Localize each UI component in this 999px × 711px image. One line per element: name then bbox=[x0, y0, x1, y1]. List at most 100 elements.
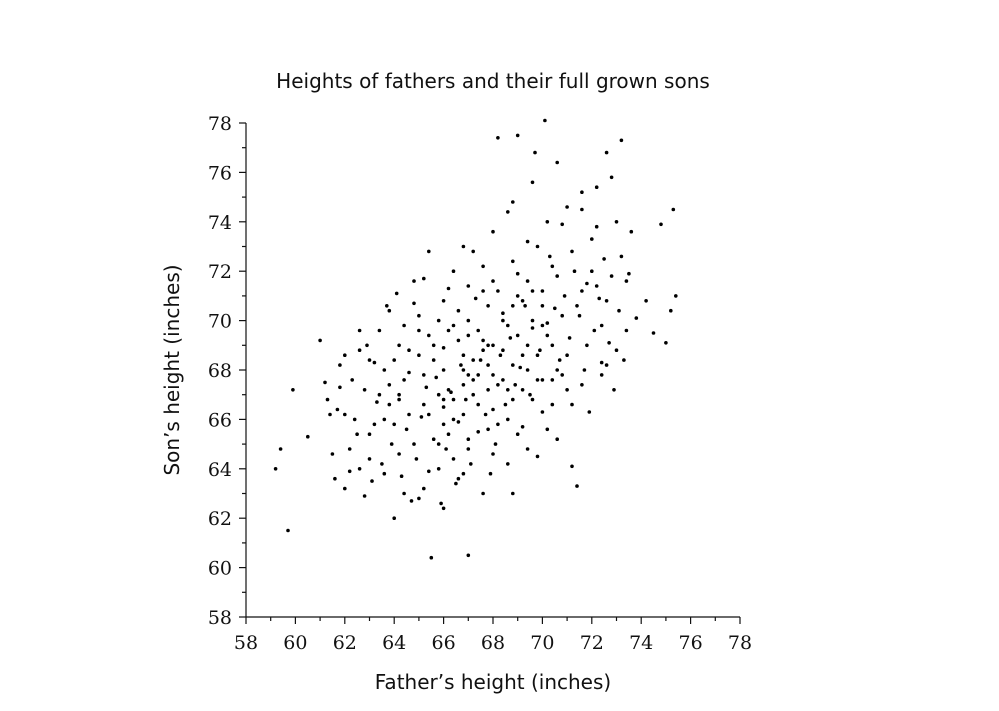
data-point bbox=[624, 328, 629, 333]
data-point bbox=[451, 323, 456, 328]
data-point bbox=[491, 229, 495, 234]
data-point bbox=[461, 412, 466, 417]
data-point bbox=[325, 397, 330, 402]
data-point bbox=[404, 427, 409, 432]
data-point bbox=[488, 471, 493, 476]
data-point bbox=[478, 358, 483, 362]
data-point bbox=[575, 484, 579, 488]
data-point bbox=[362, 494, 367, 498]
data-point bbox=[619, 138, 624, 143]
data-point bbox=[481, 289, 485, 293]
data-point bbox=[422, 373, 426, 377]
data-point bbox=[515, 294, 520, 298]
data-point bbox=[436, 392, 441, 397]
data-point bbox=[622, 358, 626, 362]
data-point bbox=[614, 220, 619, 224]
data-point bbox=[427, 249, 431, 254]
data-point bbox=[392, 516, 397, 520]
data-point bbox=[491, 452, 495, 456]
data-point bbox=[528, 392, 532, 397]
data-point bbox=[491, 407, 495, 412]
data-point bbox=[434, 375, 439, 380]
data-point bbox=[431, 437, 436, 442]
data-point bbox=[412, 301, 416, 306]
data-point bbox=[446, 286, 451, 291]
data-point bbox=[476, 328, 481, 333]
data-point bbox=[555, 274, 559, 278]
data-point bbox=[599, 360, 604, 365]
data-point bbox=[511, 491, 515, 496]
data-point bbox=[540, 289, 545, 293]
data-point bbox=[496, 422, 500, 427]
data-point bbox=[565, 388, 569, 392]
data-point bbox=[535, 378, 540, 382]
data-point bbox=[634, 316, 639, 320]
data-point bbox=[599, 323, 604, 328]
data-point bbox=[525, 368, 530, 372]
data-point bbox=[602, 257, 606, 261]
data-point bbox=[461, 368, 466, 372]
data-point bbox=[417, 313, 421, 318]
data-point bbox=[585, 343, 589, 348]
data-point bbox=[555, 368, 559, 372]
data-point bbox=[417, 328, 421, 333]
data-point bbox=[651, 331, 656, 335]
data-point bbox=[560, 222, 564, 227]
x-tick-label: 78 bbox=[728, 632, 752, 654]
data-point bbox=[422, 486, 426, 491]
data-point bbox=[441, 299, 446, 303]
data-point bbox=[540, 304, 545, 308]
y-tick-label: 78 bbox=[208, 113, 232, 135]
data-point bbox=[362, 388, 367, 392]
y-tick-label: 58 bbox=[208, 607, 232, 629]
data-point bbox=[599, 373, 604, 377]
data-point bbox=[375, 400, 379, 404]
data-point bbox=[619, 254, 624, 259]
data-point bbox=[402, 378, 406, 382]
data-point bbox=[540, 410, 545, 414]
data-point bbox=[466, 284, 471, 288]
data-point bbox=[343, 412, 347, 417]
data-point bbox=[545, 427, 550, 432]
data-point bbox=[533, 150, 537, 155]
data-point bbox=[409, 499, 414, 503]
data-point bbox=[397, 397, 401, 402]
data-point bbox=[530, 318, 535, 323]
data-point bbox=[511, 259, 515, 264]
data-point bbox=[399, 474, 404, 479]
data-point bbox=[607, 341, 611, 345]
data-point bbox=[644, 299, 648, 303]
data-point bbox=[486, 304, 490, 308]
data-point bbox=[461, 383, 466, 387]
x-tick-label: 70 bbox=[530, 632, 554, 654]
data-point bbox=[431, 343, 436, 348]
data-point bbox=[330, 452, 335, 456]
data-point bbox=[473, 296, 478, 301]
x-tick-label: 58 bbox=[234, 632, 258, 654]
data-point bbox=[335, 407, 340, 412]
data-point bbox=[471, 392, 476, 397]
data-point bbox=[624, 279, 629, 283]
data-point bbox=[565, 353, 569, 358]
data-point bbox=[419, 415, 424, 419]
data-point bbox=[471, 249, 476, 254]
data-point bbox=[535, 454, 540, 459]
data-point bbox=[506, 323, 510, 328]
data-point bbox=[506, 462, 510, 466]
data-point bbox=[515, 271, 520, 276]
data-point bbox=[372, 422, 377, 427]
data-point bbox=[382, 471, 387, 476]
data-point bbox=[471, 358, 476, 362]
data-point bbox=[491, 343, 495, 348]
data-point bbox=[511, 304, 515, 308]
data-point bbox=[397, 392, 401, 397]
data-point bbox=[456, 338, 461, 343]
data-point bbox=[318, 338, 322, 343]
data-point bbox=[461, 471, 466, 476]
data-point bbox=[520, 353, 525, 358]
data-points bbox=[273, 118, 678, 560]
data-point bbox=[461, 353, 466, 358]
data-point bbox=[407, 370, 411, 375]
data-point bbox=[550, 264, 555, 269]
